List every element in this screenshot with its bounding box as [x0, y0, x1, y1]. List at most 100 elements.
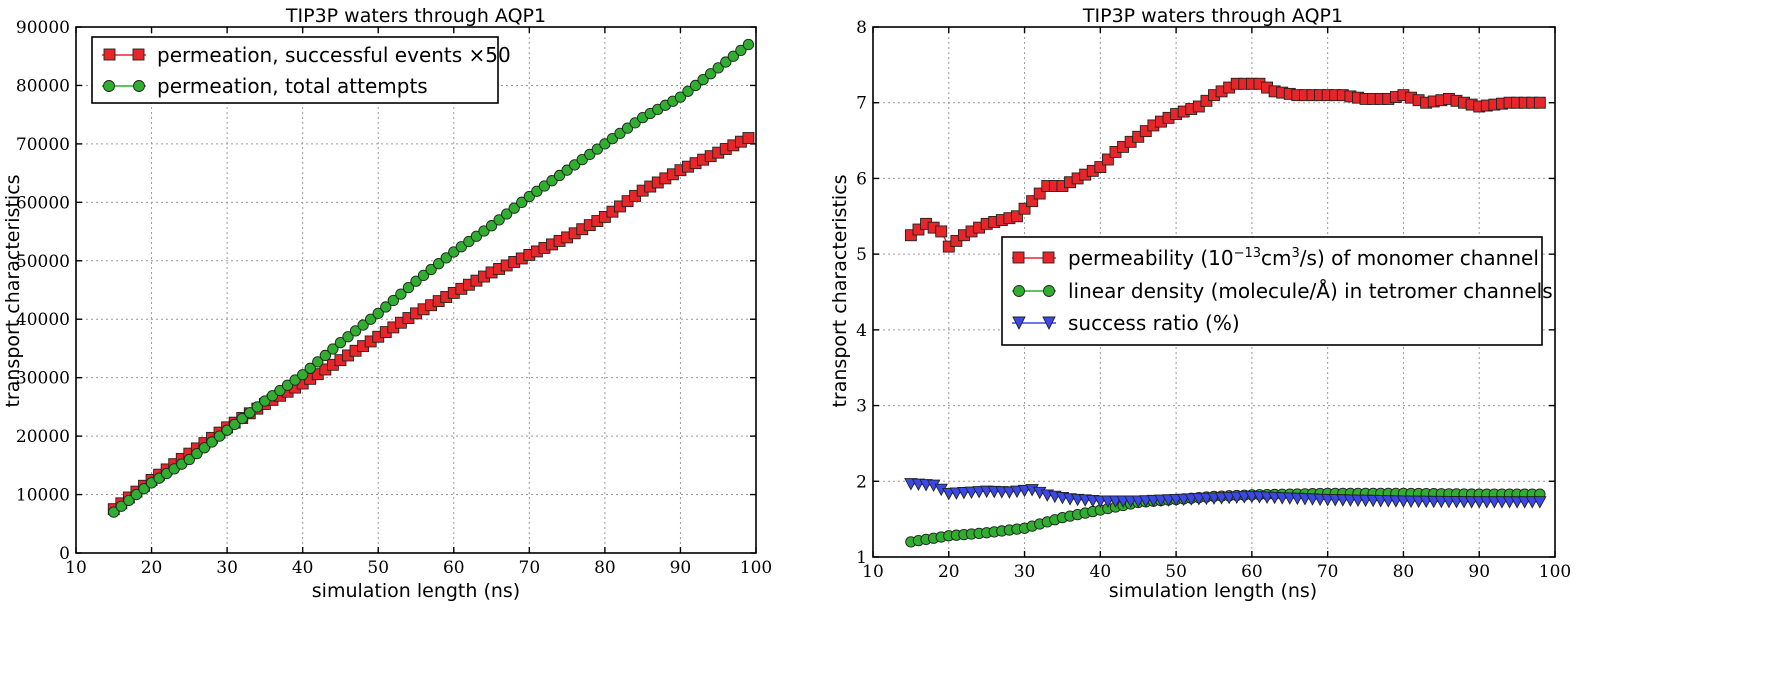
legend-label-superscript: 3 — [1292, 246, 1300, 261]
right-legend-entry-1: linear density (molecule/Å) in tetromer … — [1012, 279, 1553, 303]
y-tick-label: 3 — [856, 397, 867, 417]
data-point-37 — [387, 294, 399, 307]
data-point-36 — [380, 301, 392, 313]
data-point-50 — [485, 220, 498, 232]
left-legend-entry-0: permeation, successful events ×50 — [102, 43, 511, 67]
data-point-0 — [108, 506, 120, 518]
right-chart-ylabel: transport characteristics — [829, 174, 851, 407]
data-point-2 — [123, 494, 135, 507]
y-tick-label: 90000 — [16, 18, 70, 38]
x-tick-label: 50 — [1165, 562, 1187, 582]
y-tick-label: 20000 — [16, 427, 70, 447]
left-chart-series — [107, 38, 755, 518]
right-legend-entry-0: permeability (10−13cm3/s) of monomer cha… — [1012, 246, 1539, 270]
legend-circle-marker — [1013, 285, 1025, 297]
legend-square-marker — [1042, 251, 1055, 264]
data-point-40 — [410, 275, 422, 287]
legend-circle-marker — [103, 80, 115, 92]
data-point-17 — [236, 412, 248, 425]
data-point-4 — [935, 225, 948, 238]
x-tick-label: 90 — [1468, 562, 1490, 582]
data-point-13 — [206, 436, 218, 448]
legend-triangle-marker — [1042, 316, 1056, 331]
right-chart-title: TIP3P waters through AQP1 — [1082, 5, 1343, 27]
data-point-14 — [213, 430, 226, 442]
data-point-51 — [493, 214, 505, 226]
y-tick-label: 1 — [856, 548, 867, 568]
y-tick-label: 6 — [856, 169, 867, 189]
left-chart: TIP3P waters through AQP1 simulation len… — [2, 5, 772, 602]
legend-label-part: permeability (10 — [1068, 246, 1234, 270]
x-tick-label: 20 — [141, 558, 163, 578]
x-tick-label: 20 — [938, 562, 960, 582]
data-point-83 — [735, 44, 747, 57]
data-point-39 — [402, 282, 415, 294]
data-point-17 — [1033, 187, 1046, 200]
data-point-54 — [516, 196, 528, 208]
left-chart-title: TIP3P waters through AQP1 — [285, 5, 546, 27]
x-tick-label: 80 — [594, 558, 616, 578]
x-tick-label: 50 — [367, 558, 389, 578]
data-point-33 — [357, 319, 369, 331]
right-legend-label-0: permeability (10−13cm3/s) of monomer cha… — [1068, 246, 1539, 270]
data-point-34 — [365, 313, 377, 325]
x-tick-label: 100 — [1539, 562, 1571, 582]
data-point-76 — [682, 85, 694, 97]
data-point-52 — [501, 208, 513, 220]
x-tick-label: 70 — [1317, 562, 1339, 582]
data-point-10 — [183, 453, 195, 466]
y-tick-label: 5 — [856, 245, 867, 265]
data-point-28 — [319, 349, 331, 362]
y-tick-label: 50000 — [16, 252, 70, 272]
y-tick-label: 8 — [856, 18, 867, 38]
right-chart: TIP3P waters through AQP1 simulation len… — [829, 5, 1571, 602]
x-tick-label: 90 — [670, 558, 692, 578]
x-tick-label: 30 — [1014, 562, 1036, 582]
data-point-75 — [674, 91, 687, 103]
right-legend-label-1: linear density (molecule/Å) in tetromer … — [1068, 279, 1553, 303]
data-point-83 — [1533, 96, 1546, 109]
data-point-12 — [198, 442, 211, 454]
y-tick-label: 7 — [856, 94, 867, 114]
series-1 — [108, 38, 755, 518]
left-chart-legend-box — [91, 36, 499, 104]
right-chart-legend: permeability (10−13cm3/s) of monomer cha… — [1001, 236, 1553, 346]
left-chart-legend: permeation, successful events ×50 permea… — [91, 36, 511, 104]
data-point-83 — [1533, 496, 1547, 509]
data-point-43 — [433, 258, 445, 270]
data-point-79 — [705, 68, 717, 80]
x-tick-label: 60 — [443, 558, 465, 578]
x-tick-label: 10 — [862, 562, 884, 582]
data-point-82 — [727, 50, 739, 62]
data-point-80 — [712, 62, 724, 74]
y-tick-label: 30000 — [16, 369, 70, 389]
y-tick-label: 60000 — [16, 193, 70, 213]
data-point-14 — [1011, 210, 1023, 223]
data-point-41 — [417, 269, 430, 282]
y-tick-label: 10000 — [16, 486, 70, 506]
legend-label-superscript: −13 — [1234, 246, 1261, 261]
legend-square-marker — [103, 48, 116, 61]
x-tick-label: 40 — [1090, 562, 1112, 582]
data-point-1 — [115, 500, 127, 512]
x-tick-label: 40 — [292, 558, 314, 578]
data-point-16 — [229, 418, 241, 431]
data-point-77 — [689, 79, 702, 92]
data-point-18 — [244, 407, 256, 419]
data-point-26 — [304, 362, 316, 374]
series-0 — [107, 132, 755, 516]
legend-circle-marker — [133, 80, 145, 92]
data-point-35 — [372, 307, 384, 320]
data-point-25 — [1094, 161, 1107, 174]
left-chart-axes-frame — [75, 26, 757, 554]
right-chart-ticks: 10 20 30 40 50 60 70 80 90 100 1 2 3 4 5 6 7 8 — [856, 18, 1571, 582]
legend-square-marker — [1012, 251, 1025, 264]
right-chart-xlabel: simulation length (ns) — [1109, 580, 1317, 602]
data-point-44 — [440, 252, 452, 264]
series-0 — [904, 77, 1546, 253]
x-tick-label: 10 — [65, 558, 87, 578]
data-point-42 — [425, 263, 437, 276]
y-tick-label: 0 — [59, 544, 70, 564]
right-legend-label-2: success ratio (%) — [1068, 311, 1240, 335]
